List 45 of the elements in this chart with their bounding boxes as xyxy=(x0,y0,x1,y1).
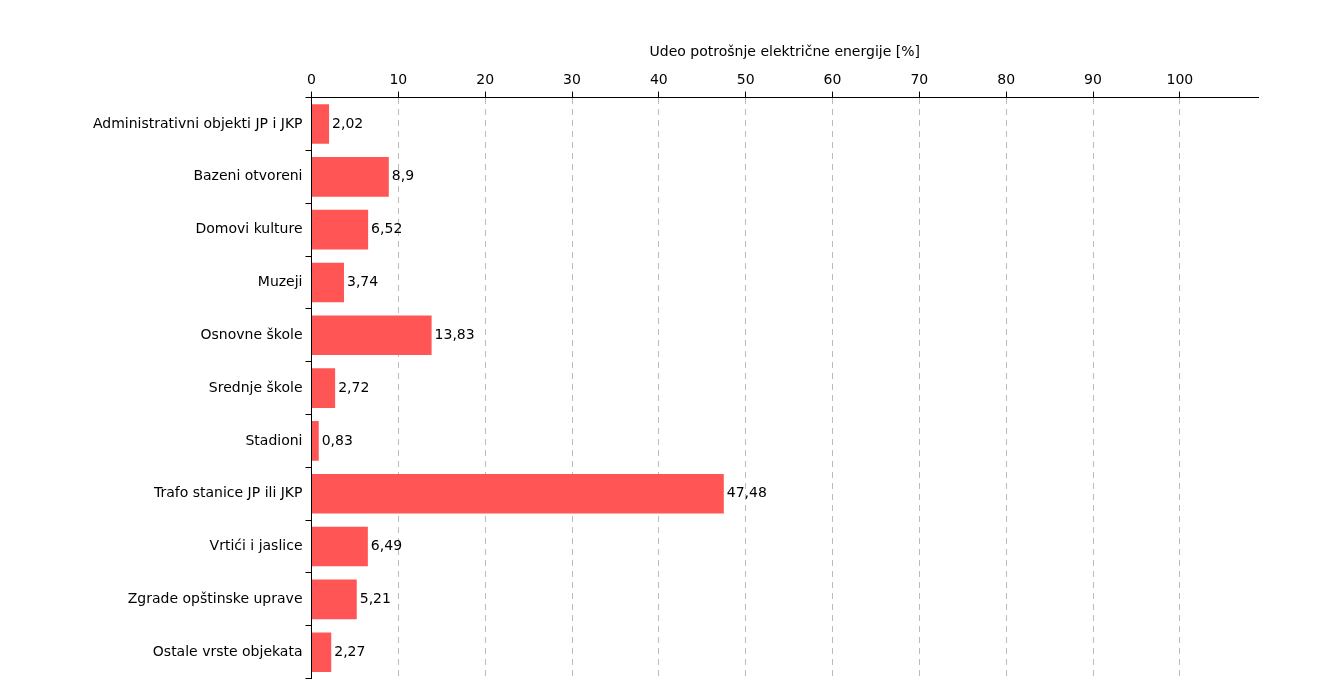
y-tick-label: Stadioni xyxy=(245,431,303,448)
data-label: 2,72 xyxy=(338,378,370,395)
data-label: 5,21 xyxy=(359,590,391,607)
y-tick-label: Bazeni otvoreni xyxy=(193,167,303,184)
data-label: 2,02 xyxy=(332,114,364,131)
bar xyxy=(312,368,336,408)
data-label: 47,48 xyxy=(726,484,767,501)
bar xyxy=(312,421,319,461)
bar xyxy=(312,315,432,356)
data-label: 0,83 xyxy=(321,431,353,448)
x-tick-label: 30 xyxy=(563,70,581,87)
x-tick-label: 100 xyxy=(1166,70,1194,87)
x-axis-title: Udeo potrošnje električne energije [%] xyxy=(649,43,920,60)
x-tick-label: 40 xyxy=(649,70,668,87)
data-label: 2,27 xyxy=(334,642,366,659)
y-tick-label: Ostale vrste objekata xyxy=(152,642,303,659)
y-tick-label: Osnovne škole xyxy=(200,325,303,342)
bar xyxy=(312,157,389,197)
x-tick-label: 70 xyxy=(910,70,929,87)
y-tick-label: Domovi kulture xyxy=(195,220,303,237)
y-tick-label: Srednje škole xyxy=(208,378,303,395)
x-tick-label: 90 xyxy=(1084,70,1102,87)
bar xyxy=(312,526,368,567)
y-tick-label: Trafo stanice JP ili JKP xyxy=(152,484,303,501)
bar xyxy=(312,632,332,672)
y-tick-label: Vrtići i jaslice xyxy=(209,537,303,554)
y-tick-label: Administrativni objekti JP i JKP xyxy=(92,114,303,131)
x-tick-label: 0 xyxy=(307,70,316,87)
data-label: 8,9 xyxy=(391,167,415,184)
data-label: 3,74 xyxy=(346,273,379,290)
bar xyxy=(312,209,369,250)
data-label: 6,49 xyxy=(370,537,403,554)
x-tick-label: 10 xyxy=(389,70,408,87)
y-tick-label: Zgrade opštinske uprave xyxy=(127,590,303,607)
x-tick-label: 20 xyxy=(476,70,495,87)
bar xyxy=(312,104,330,144)
bar xyxy=(312,579,357,620)
y-tick-label: Muzeji xyxy=(257,273,303,290)
bar xyxy=(312,262,344,303)
x-tick-label: 60 xyxy=(823,70,842,87)
x-tick-label: 80 xyxy=(997,70,1016,87)
data-label: 13,83 xyxy=(434,325,475,342)
data-label: 6,52 xyxy=(371,220,403,237)
bar xyxy=(312,473,724,514)
x-tick-label: 50 xyxy=(736,70,755,87)
